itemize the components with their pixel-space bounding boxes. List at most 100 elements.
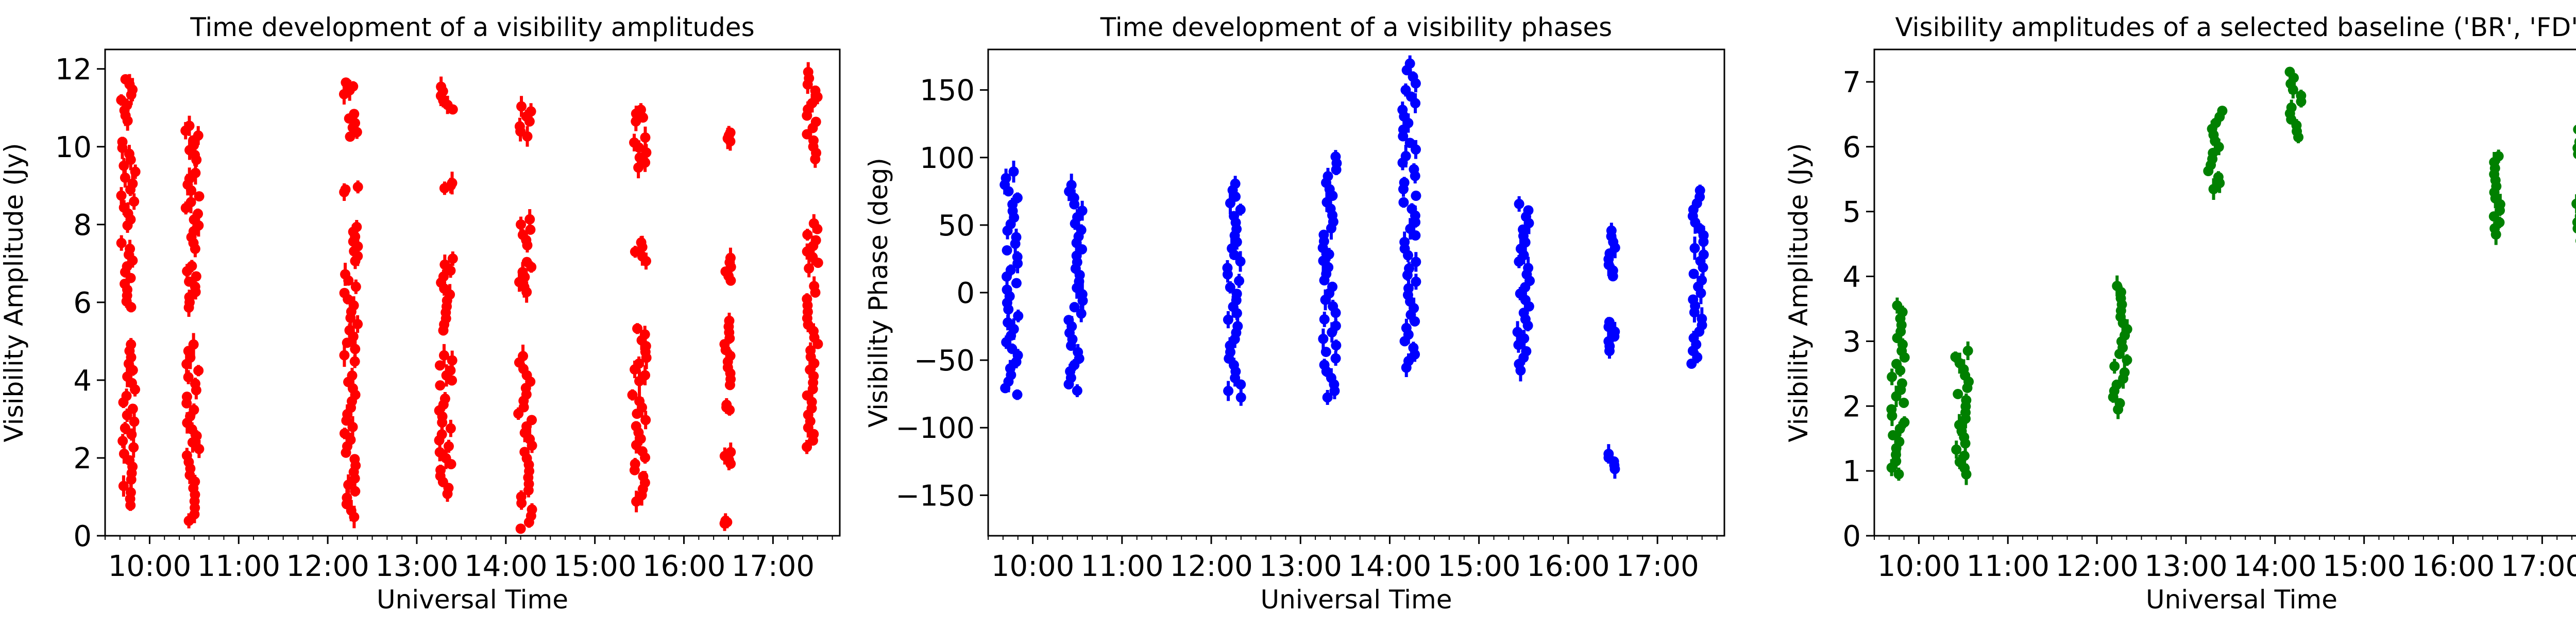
- data-point: [118, 481, 129, 491]
- y-axis-label: Visibility Phase (deg): [863, 158, 893, 428]
- data-point: [1322, 392, 1333, 403]
- x-tick-label: 11:00: [1967, 550, 2049, 583]
- data-point: [517, 267, 528, 278]
- data-point: [1404, 58, 1415, 69]
- data-point: [344, 325, 355, 336]
- x-tick-label: 10:00: [1877, 550, 1960, 583]
- data-point: [1231, 288, 1242, 299]
- data-point: [116, 190, 127, 201]
- data-point: [1330, 151, 1341, 162]
- data-point: [1318, 333, 1329, 344]
- x-tick-label: 14:00: [1348, 550, 1431, 583]
- data-point: [1886, 404, 1897, 415]
- x-axis-label: Universal Time: [2146, 585, 2337, 615]
- data-point: [1223, 385, 1234, 396]
- data-point: [436, 81, 447, 92]
- data-point: [125, 244, 135, 254]
- data-point: [1512, 327, 1523, 337]
- data-point: [128, 442, 139, 453]
- x-tick-label: 15:00: [2323, 550, 2405, 583]
- x-tick-label: 17:00: [732, 550, 815, 583]
- data-point: [635, 105, 646, 115]
- data-point: [802, 441, 812, 452]
- x-tick-label: 16:00: [642, 550, 725, 583]
- data-point: [1399, 177, 1410, 188]
- data-point: [1069, 302, 1080, 313]
- data-point: [1887, 371, 1897, 382]
- data-point: [349, 109, 360, 120]
- data-point: [126, 339, 137, 350]
- data-point: [341, 77, 351, 88]
- data-point: [1891, 359, 1902, 369]
- data-point: [638, 471, 649, 482]
- data-point: [527, 504, 537, 515]
- data-point: [1002, 284, 1012, 295]
- data-point: [436, 429, 447, 440]
- data-point: [1005, 363, 1015, 374]
- data-point: [1403, 283, 1414, 294]
- axes-frame: [104, 48, 841, 537]
- data-point: [1012, 389, 1023, 400]
- data-point: [640, 370, 651, 381]
- data-point: [1400, 151, 1411, 162]
- data-point: [1411, 191, 1421, 201]
- axes-frame: [1873, 48, 2576, 537]
- data-point: [641, 147, 652, 158]
- y-tick-label: 4: [1842, 261, 1861, 294]
- data-point: [721, 399, 732, 410]
- data-point: [1235, 392, 1246, 403]
- data-point: [634, 396, 645, 406]
- data-point: [1899, 417, 1910, 428]
- x-axis-label: Universal Time: [1261, 585, 1452, 615]
- data-point: [352, 319, 363, 330]
- data-point: [1953, 388, 1963, 399]
- data-point: [190, 378, 200, 389]
- data-point: [1521, 346, 1532, 356]
- data-point: [521, 257, 532, 267]
- data-point: [802, 229, 813, 240]
- data-point: [724, 315, 735, 326]
- data-point: [1899, 397, 1909, 408]
- x-tick-label: 16:00: [2412, 550, 2495, 583]
- y-axis-label: Visibility Amplitude (Jy): [1784, 143, 1814, 443]
- data-point: [193, 209, 204, 219]
- data-point: [2213, 172, 2224, 182]
- data-point: [116, 237, 127, 248]
- x-tick-label: 13:00: [2144, 550, 2227, 583]
- y-tick-label: 5: [1842, 196, 1861, 229]
- data-point: [2296, 90, 2307, 101]
- data-point: [1073, 347, 1083, 358]
- y-tick-label: 150: [920, 74, 975, 108]
- data-point: [190, 167, 201, 178]
- data-point: [630, 458, 640, 469]
- data-point: [434, 360, 445, 371]
- x-tick-label: 11:00: [1080, 550, 1163, 583]
- x-tick-label: 14:00: [2233, 550, 2316, 583]
- x-tick-label: 10:00: [991, 550, 1074, 583]
- data-point: [116, 95, 127, 106]
- data-point: [808, 218, 819, 229]
- data-point: [193, 130, 204, 141]
- data-point: [1408, 72, 1418, 82]
- data-point: [2111, 379, 2122, 390]
- data-point: [118, 448, 129, 459]
- data-point: [435, 465, 446, 475]
- data-point: [1008, 166, 1019, 177]
- data-point: [515, 523, 526, 534]
- data-point: [1008, 324, 1019, 334]
- data-point: [636, 237, 647, 248]
- data-point: [1076, 225, 1087, 235]
- data-point: [183, 372, 194, 383]
- data-point: [1409, 164, 1419, 175]
- x-tick-label: 12:00: [1170, 550, 1252, 583]
- data-point: [631, 421, 641, 432]
- data-point: [1408, 343, 1419, 353]
- data-point: [516, 101, 527, 112]
- data-point: [1896, 378, 1907, 389]
- y-tick-label: 1: [1842, 455, 1861, 488]
- data-point: [185, 197, 196, 208]
- data-point: [438, 350, 449, 361]
- data-point: [184, 121, 195, 131]
- data-point: [1011, 278, 1022, 288]
